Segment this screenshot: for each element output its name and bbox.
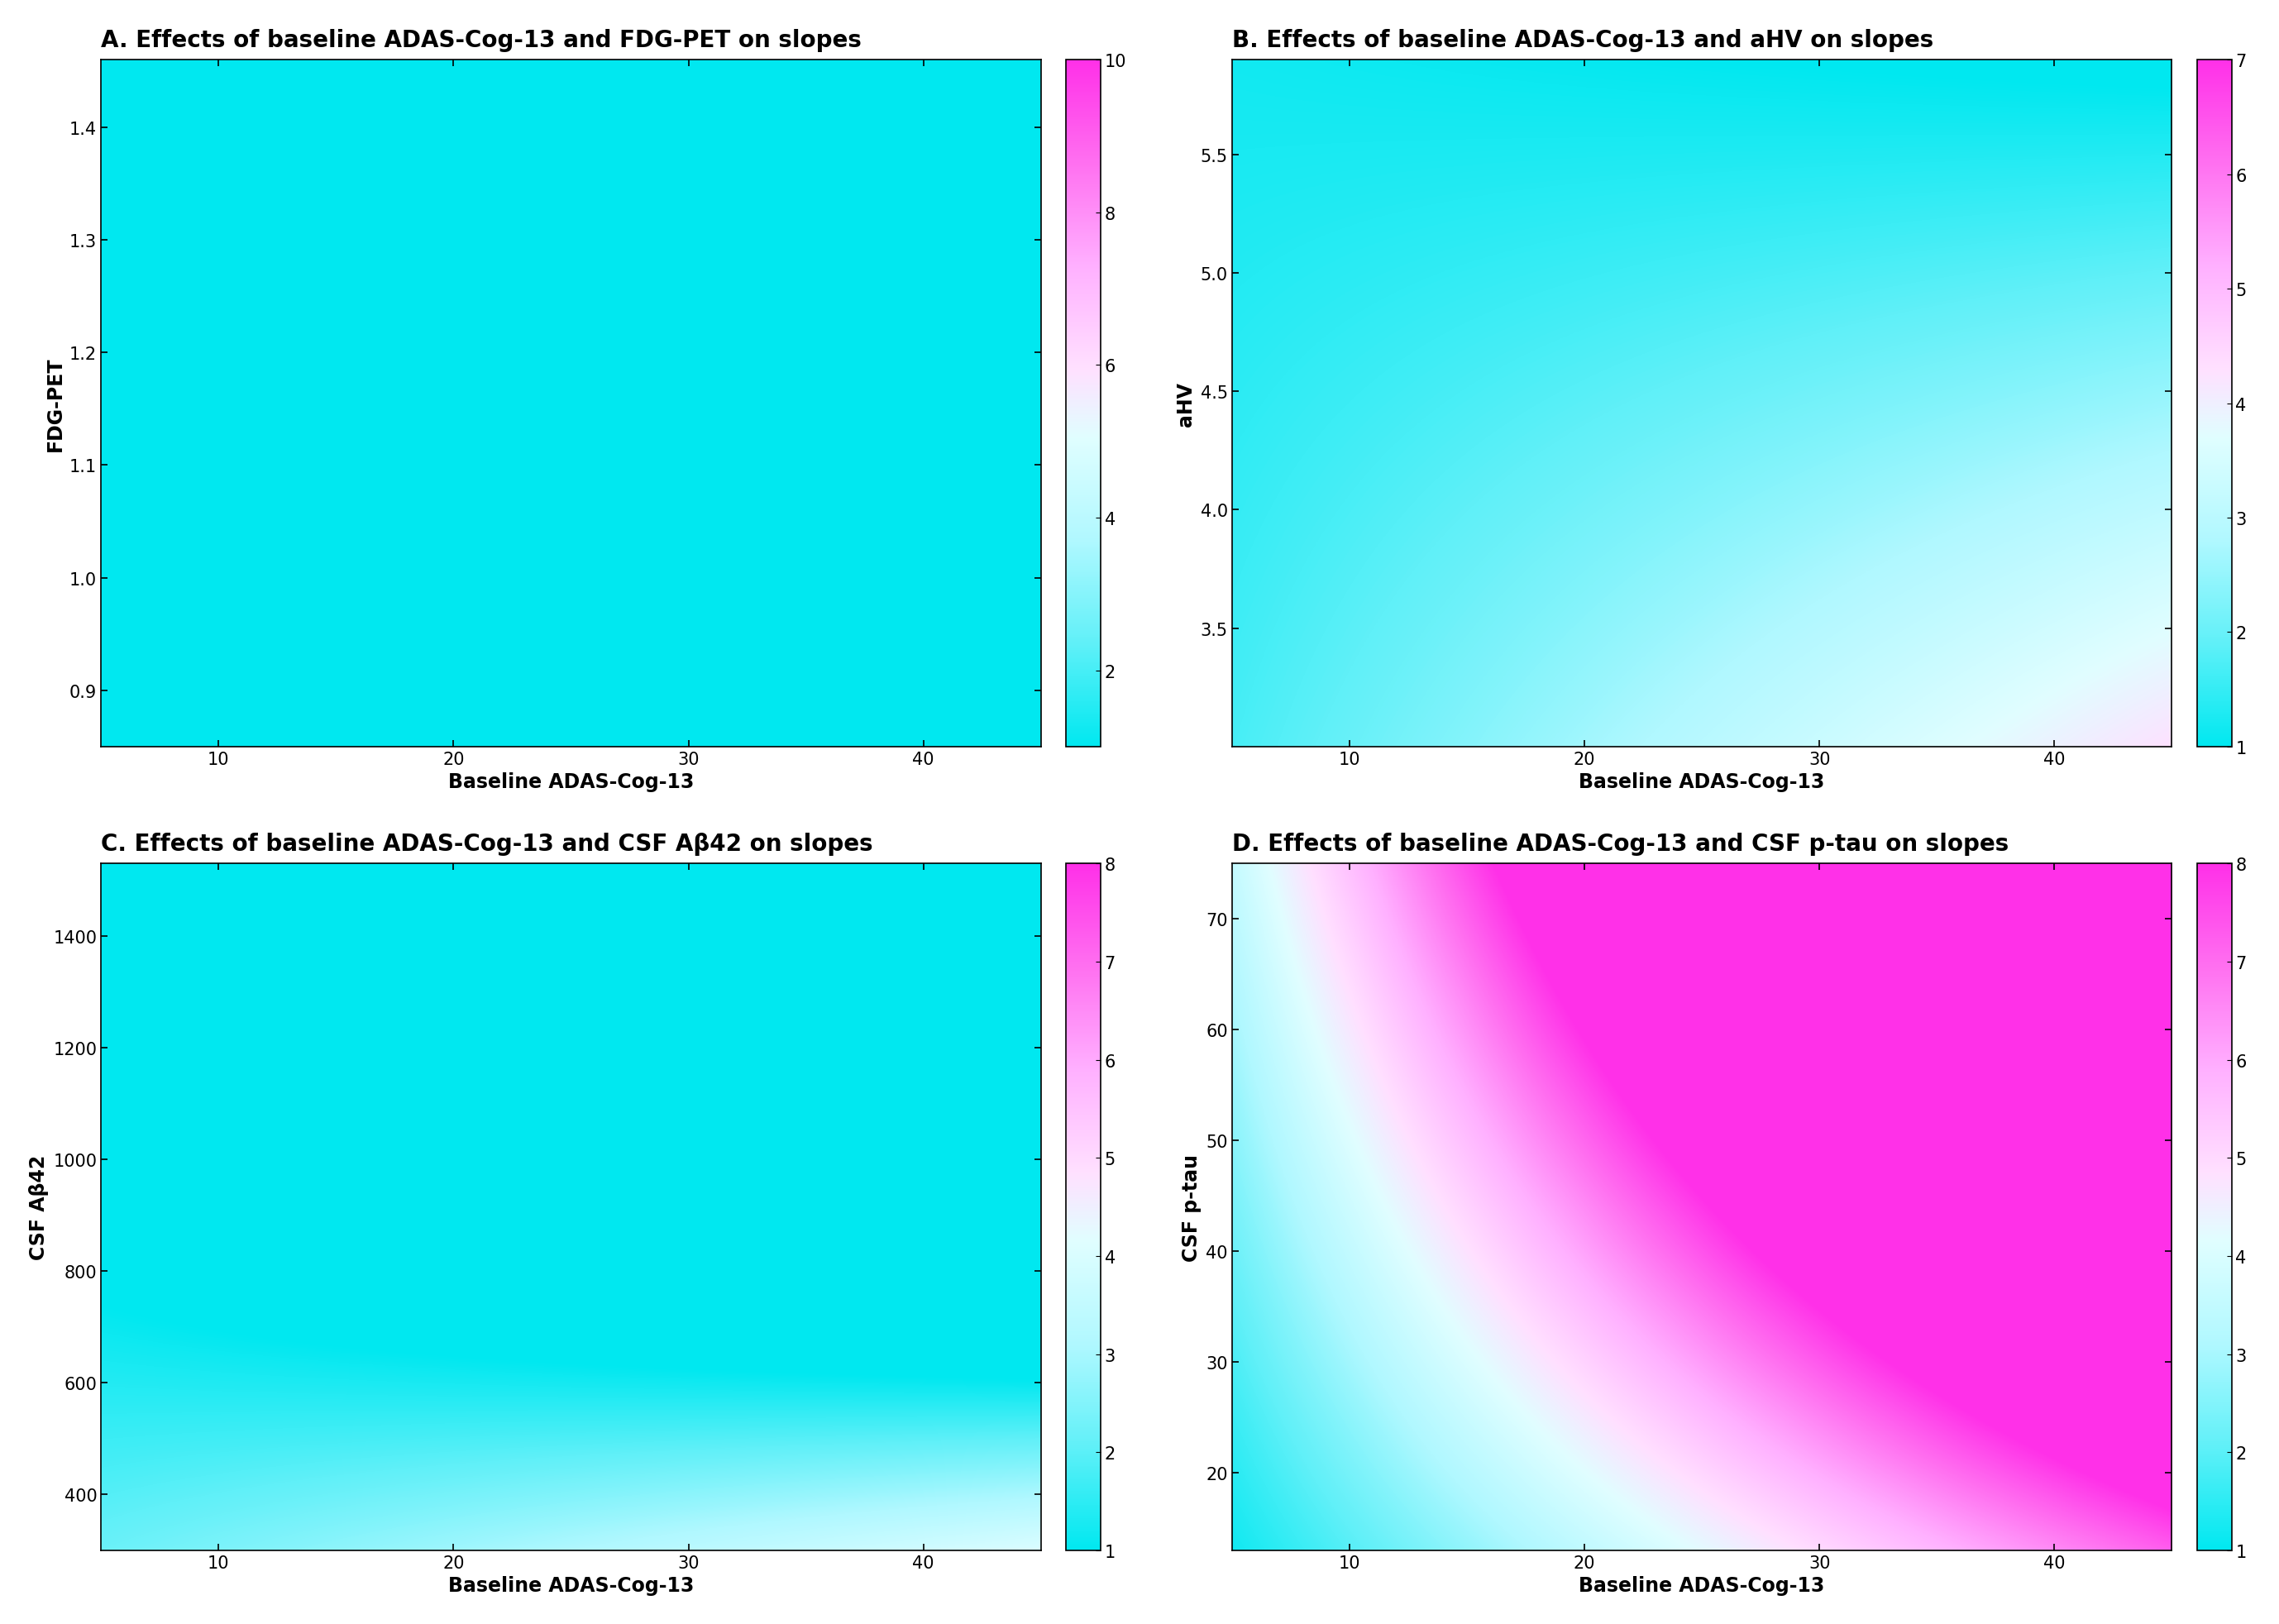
X-axis label: Baseline ADAS-Cog-13: Baseline ADAS-Cog-13: [449, 771, 693, 793]
Y-axis label: FDG-PET: FDG-PET: [46, 357, 64, 451]
Y-axis label: aHV: aHV: [1176, 382, 1196, 425]
X-axis label: Baseline ADAS-Cog-13: Baseline ADAS-Cog-13: [1579, 771, 1825, 793]
Text: C. Effects of baseline ADAS-Cog-13 and CSF Aβ42 on slopes: C. Effects of baseline ADAS-Cog-13 and C…: [100, 831, 873, 856]
Y-axis label: CSF p-tau: CSF p-tau: [1181, 1153, 1201, 1260]
Text: B. Effects of baseline ADAS-Cog-13 and aHV on slopes: B. Effects of baseline ADAS-Cog-13 and a…: [1233, 29, 1933, 52]
Y-axis label: CSF Aβ42: CSF Aβ42: [30, 1155, 48, 1260]
Text: D. Effects of baseline ADAS-Cog-13 and CSF p-tau on slopes: D. Effects of baseline ADAS-Cog-13 and C…: [1233, 831, 2008, 856]
X-axis label: Baseline ADAS-Cog-13: Baseline ADAS-Cog-13: [1579, 1575, 1825, 1595]
Text: A. Effects of baseline ADAS-Cog-13 and FDG-PET on slopes: A. Effects of baseline ADAS-Cog-13 and F…: [100, 29, 861, 52]
X-axis label: Baseline ADAS-Cog-13: Baseline ADAS-Cog-13: [449, 1575, 693, 1595]
